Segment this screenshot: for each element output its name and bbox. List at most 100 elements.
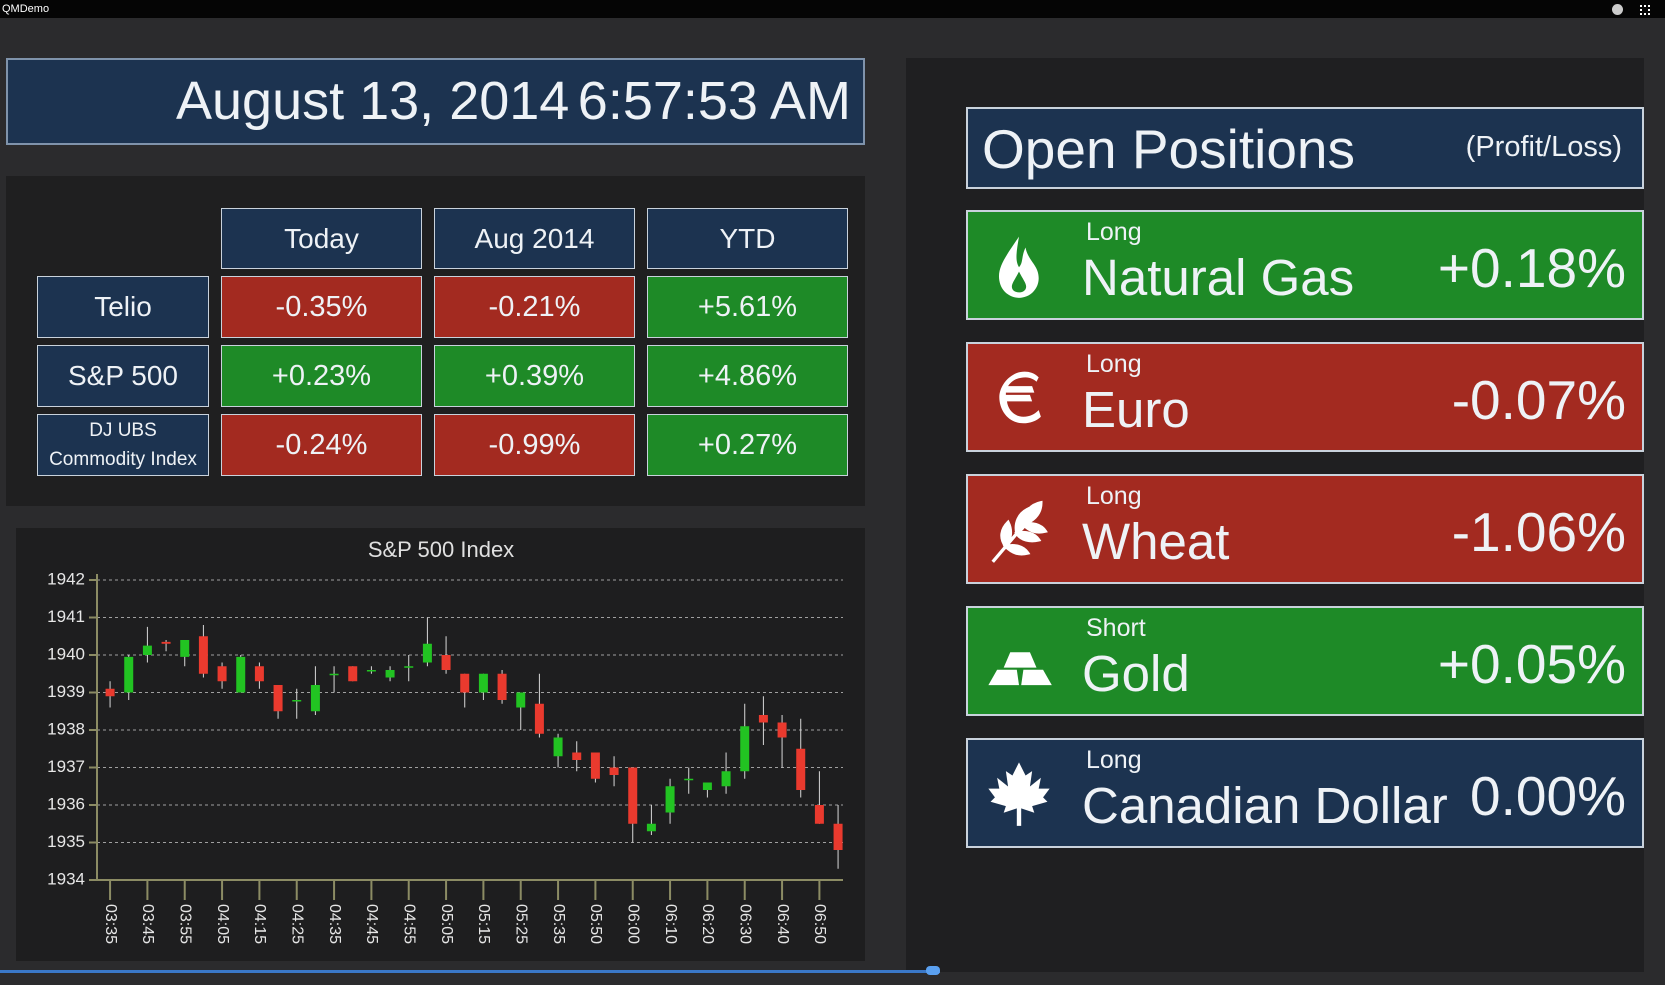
position-name: Natural Gas [1082, 249, 1355, 306]
candle-body [628, 767, 638, 824]
x-tick-label: 04:45 [363, 904, 380, 944]
position-card: Long Wheat -1.06% [966, 474, 1644, 584]
x-tick-label: 06:30 [736, 904, 753, 944]
return-cell: -0.24% [221, 414, 422, 476]
candle-body [273, 685, 283, 712]
candle-body [478, 673, 488, 693]
position-name: Canadian Dollar [1082, 777, 1448, 834]
position-value: 0.00% [1470, 765, 1626, 827]
candle-body [292, 700, 302, 702]
y-tick-label: 1939 [47, 682, 85, 701]
return-cell: +0.27% [647, 414, 848, 476]
y-tick-label: 1934 [47, 869, 85, 888]
candle-body [534, 703, 544, 734]
position-side: Long [1086, 350, 1142, 378]
x-tick-label: 03:45 [139, 904, 156, 944]
x-tick-label: 03:55 [176, 904, 193, 944]
position-card: Long Canadian Dollar 0.00% [966, 738, 1644, 848]
positions-header: Open Positions (Profit/Loss) [966, 107, 1644, 189]
candle-body [684, 778, 694, 781]
candle-body [198, 636, 208, 674]
x-tick-label: 06:00 [624, 904, 641, 944]
x-tick-label: 04:05 [214, 904, 231, 944]
position-side: Long [1086, 482, 1142, 510]
x-tick-label: 03:35 [102, 904, 119, 944]
candle-body [497, 673, 507, 700]
candle-body [105, 688, 115, 697]
candle-body [777, 722, 787, 738]
candle-body [329, 673, 339, 676]
position-name: Wheat [1082, 513, 1230, 570]
y-tick-label: 1941 [47, 607, 85, 626]
position-side: Long [1086, 746, 1142, 774]
candle-body [721, 771, 731, 787]
positions-panel: Open Positions (Profit/Loss) Long Natural… [906, 58, 1644, 972]
title-bar: QMDemo [0, 0, 1665, 18]
candle-body [236, 656, 246, 693]
x-tick-label: 06:20 [699, 904, 716, 944]
y-tick-label: 1940 [47, 644, 85, 663]
candle-body [740, 726, 750, 772]
column-header: YTD [647, 208, 848, 269]
candle-body [441, 655, 451, 670]
x-tick-label: 04:25 [288, 904, 305, 944]
column-header: Today [221, 208, 422, 269]
row-label: DJ UBS Commodity Index [37, 414, 209, 476]
candle-body [758, 715, 768, 723]
positions-subtitle: (Profit/Loss) [1465, 131, 1622, 163]
menu-icon[interactable] [1640, 5, 1650, 15]
candle-body [254, 666, 264, 682]
position-value: +0.05% [1437, 633, 1626, 695]
x-tick-label: 05:15 [475, 904, 492, 944]
help-icon[interactable] [1612, 4, 1623, 15]
position-name: Gold [1082, 645, 1190, 702]
position-side: Long [1086, 218, 1142, 246]
position-value: -0.07% [1451, 369, 1626, 431]
row-label: Telio [37, 276, 209, 338]
position-name: Euro [1082, 381, 1190, 438]
row-label: S&P 500 [37, 345, 209, 407]
candle-body [385, 670, 395, 678]
x-tick-label: 05:05 [438, 904, 455, 944]
candle-body [590, 752, 600, 779]
position-card: Short Gold +0.05% [966, 606, 1644, 716]
positions-title: Open Positions [982, 118, 1355, 180]
y-tick-label: 1936 [47, 794, 85, 813]
chart: S&P 500 Index 1934 1935 1936 1937 1938 1939 19… [47, 537, 843, 944]
candle-body [124, 656, 134, 693]
y-tick-label: 1942 [47, 569, 85, 588]
performance-panel: Today Aug 2014 YTD Telio -0.35% -0.21% +5.61% S… [6, 176, 865, 506]
progress-bar[interactable] [0, 970, 940, 973]
return-cell: -0.35% [221, 276, 422, 338]
clock-box: August 13, 2014 6:57:53 AM [6, 58, 865, 145]
candle-body [609, 767, 619, 775]
x-tick-label: 04:15 [251, 904, 268, 944]
y-tick-label: 1935 [47, 832, 85, 851]
row-label-text: S&P 500 [67, 360, 179, 391]
position-icon [988, 762, 1050, 826]
chart-panel: S&P 500 Index 1934 1935 1936 1937 1938 1939 19… [16, 528, 865, 961]
candle-body [646, 823, 656, 832]
candle-body [404, 666, 414, 668]
candle-body [217, 666, 227, 682]
candle-body [665, 786, 675, 813]
progress-thumb[interactable] [926, 966, 940, 975]
chart-title: S&P 500 Index [368, 537, 514, 562]
x-tick-label: 06:10 [662, 904, 679, 944]
window-title: QMDemo [2, 3, 50, 15]
candle-body [366, 670, 376, 672]
x-tick-label: 05:50 [587, 904, 604, 944]
candle-body [572, 752, 582, 760]
position-icon [991, 500, 1048, 563]
candle-body [161, 641, 171, 644]
return-cell: -0.21% [434, 276, 635, 338]
row-label-text: DJ UBS Commodity Index [49, 419, 197, 470]
position-value: -1.06% [1451, 501, 1626, 563]
candle-body [460, 673, 470, 693]
candle-body [702, 782, 712, 790]
x-tick-label: 04:55 [400, 904, 417, 944]
position-icon [998, 236, 1039, 298]
y-tick-label: 1937 [47, 757, 85, 776]
candle-body [814, 805, 824, 824]
